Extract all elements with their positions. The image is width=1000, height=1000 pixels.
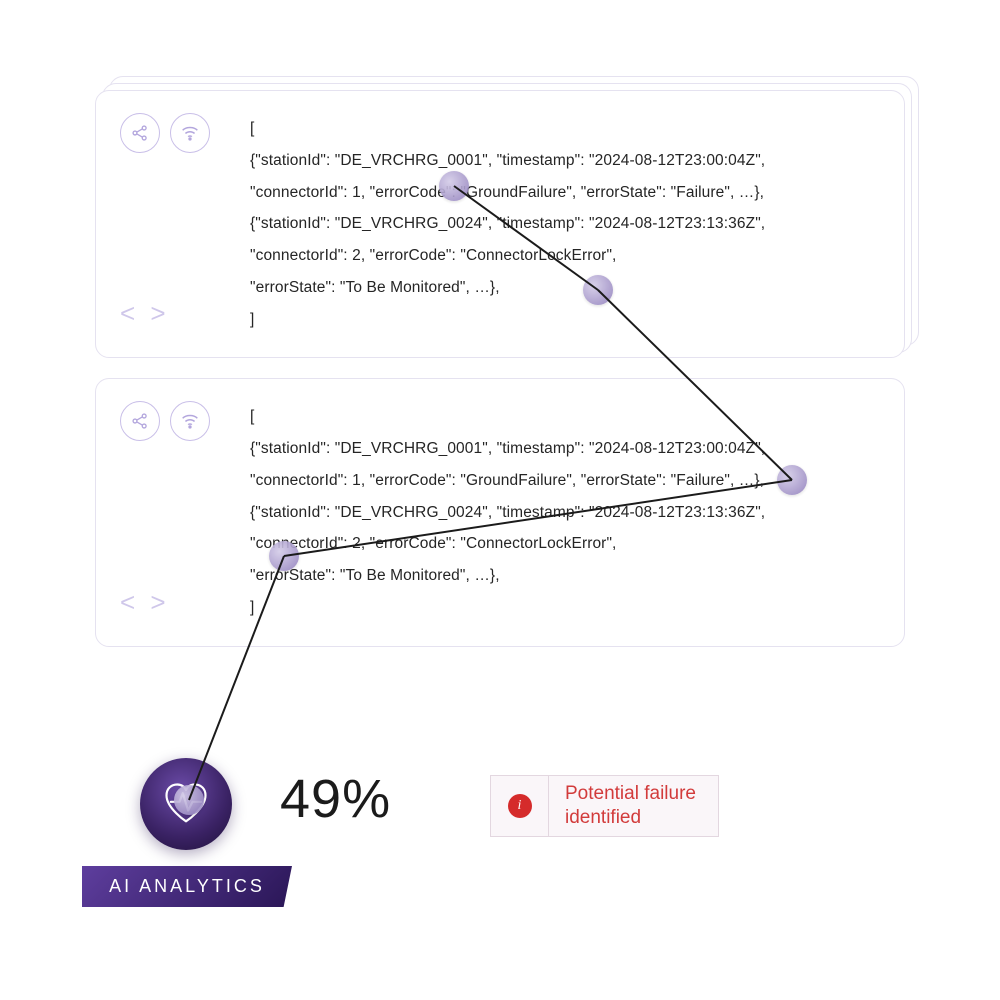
network-node [439,171,469,201]
json-line: {"stationId": "DE_VRCHRG_0001", "timesta… [250,433,876,465]
ai-analytics-label: AI ANALYTICS [82,866,292,907]
code-icon: < > [120,587,230,618]
failure-alert: i Potential failure identified [490,775,719,837]
percent-value: 49% [280,768,391,830]
json-line: ] [250,592,876,624]
network-node [777,465,807,495]
log-card: < > [ {"stationId": "DE_VRCHRG_0001", "t… [95,378,905,646]
share-icon [120,113,160,153]
json-log-body: [ {"stationId": "DE_VRCHRG_0001", "times… [250,113,876,335]
card-icon-column: < > [120,401,230,623]
card-icon-column: < > [120,113,230,335]
json-line: "errorState": "To Be Monitored", …}, [250,560,876,592]
wifi-icon [170,401,210,441]
network-node [269,541,299,571]
json-line: "connectorId": 2, "errorCode": "Connecto… [250,528,876,560]
info-icon: i [508,794,532,818]
code-icon: < > [120,298,230,329]
alert-text: Potential failure identified [549,776,718,836]
ai-analytics-badge: AI ANALYTICS [140,758,292,907]
json-line: [ [250,113,876,145]
json-line: {"stationId": "DE_VRCHRG_0001", "timesta… [250,145,876,177]
json-log-body: [ {"stationId": "DE_VRCHRG_0001", "times… [250,401,876,623]
network-node [174,785,204,815]
json-line: "connectorId": 2, "errorCode": "Connecto… [250,240,876,272]
wifi-icon [170,113,210,153]
json-line: "errorState": "To Be Monitored", …}, [250,272,876,304]
json-line: {"stationId": "DE_VRCHRG_0024", "timesta… [250,497,876,529]
log-card-stack: < > [ {"stationId": "DE_VRCHRG_0001", "t… [95,90,905,358]
json-line: "connectorId": 1, "errorCode": "GroundFa… [250,177,876,209]
alert-line: identified [565,806,696,830]
json-line: [ [250,401,876,433]
network-node [583,275,613,305]
log-card: < > [ {"stationId": "DE_VRCHRG_0001", "t… [95,90,905,358]
alert-icon-cell: i [491,776,549,836]
json-line: {"stationId": "DE_VRCHRG_0024", "timesta… [250,208,876,240]
json-line: ] [250,304,876,336]
alert-line: Potential failure [565,782,696,806]
share-icon [120,401,160,441]
